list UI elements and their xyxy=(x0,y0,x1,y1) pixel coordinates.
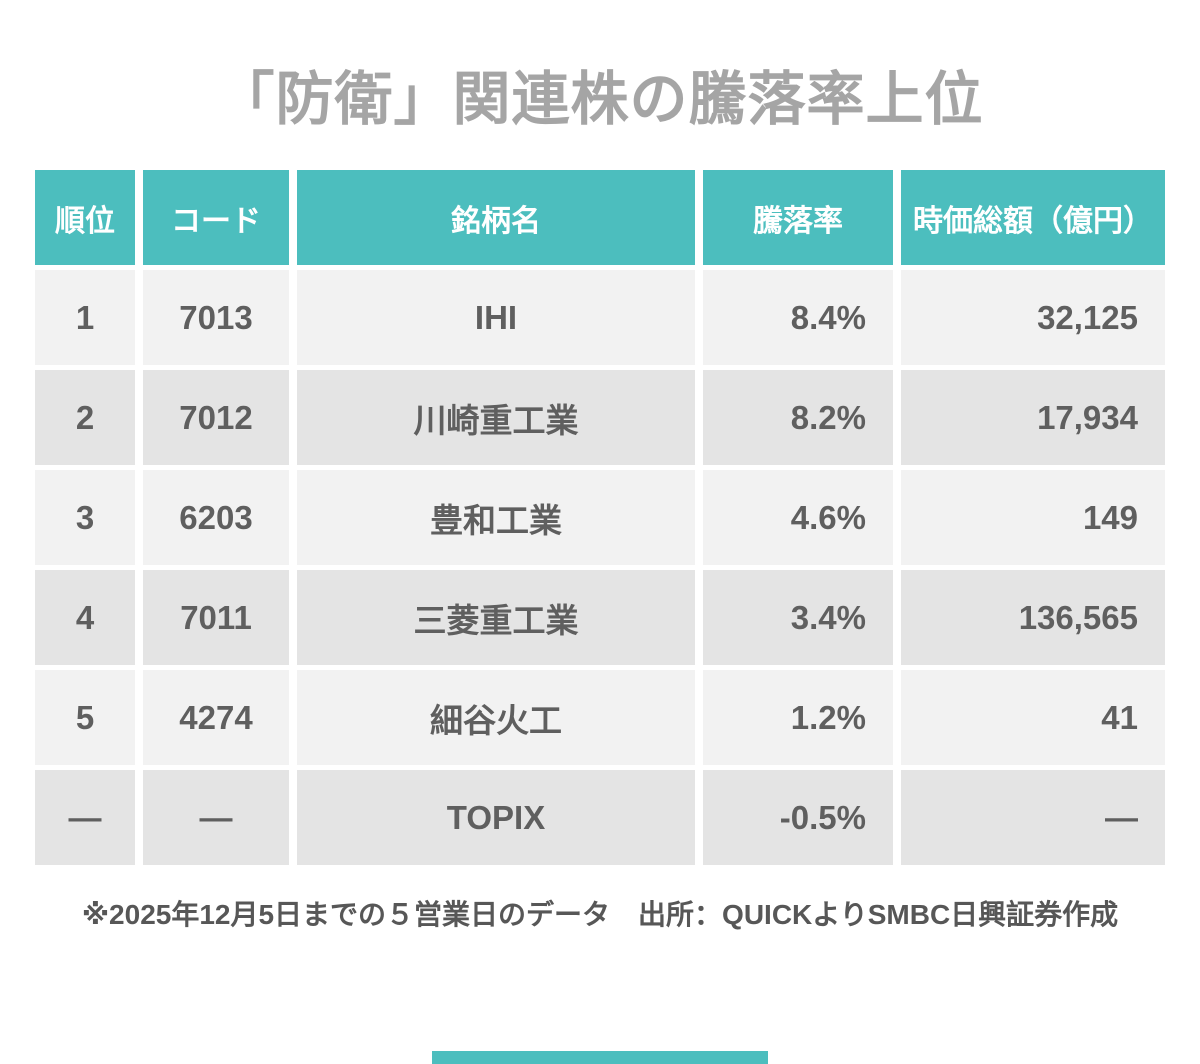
col-header-market-cap: 時価総額（億円） xyxy=(901,170,1165,265)
cell-code: 7013 xyxy=(143,270,289,365)
cell-market-cap: 17,934 xyxy=(901,370,1165,465)
cell-rank: 5 xyxy=(35,670,135,765)
col-header-code: コード xyxy=(143,170,289,265)
ranking-table: 順位 コード 銘柄名 騰落率 時価総額（億円） 1 7013 IHI 8.4% … xyxy=(35,170,1165,865)
cell-change: 8.2% xyxy=(703,370,893,465)
col-header-change: 騰落率 xyxy=(703,170,893,265)
cell-change: 8.4% xyxy=(703,270,893,365)
cell-code: 6203 xyxy=(143,470,289,565)
cell-market-cap: 136,565 xyxy=(901,570,1165,665)
col-header-name: 銘柄名 xyxy=(297,170,695,265)
cell-code: 7012 xyxy=(143,370,289,465)
cell-code: — xyxy=(143,770,289,865)
cell-market-cap: — xyxy=(901,770,1165,865)
cell-name: IHI xyxy=(297,270,695,365)
cell-name: 川崎重工業 xyxy=(297,370,695,465)
cell-name: 豊和工業 xyxy=(297,470,695,565)
cell-rank: 3 xyxy=(35,470,135,565)
bottom-accent-bar xyxy=(432,1051,768,1064)
cell-rank: 1 xyxy=(35,270,135,365)
cell-rank: 4 xyxy=(35,570,135,665)
cell-name: TOPIX xyxy=(297,770,695,865)
cell-code: 7011 xyxy=(143,570,289,665)
cell-rank: 2 xyxy=(35,370,135,465)
cell-name: 細谷火工 xyxy=(297,670,695,765)
cell-market-cap: 32,125 xyxy=(901,270,1165,365)
col-header-rank: 順位 xyxy=(35,170,135,265)
cell-change: 4.6% xyxy=(703,470,893,565)
cell-market-cap: 41 xyxy=(901,670,1165,765)
cell-market-cap: 149 xyxy=(901,470,1165,565)
cell-name: 三菱重工業 xyxy=(297,570,695,665)
footnote: ※2025年12月5日までの５営業日のデータ 出所：QUICKよりSMBC日興証… xyxy=(81,899,1119,930)
cell-code: 4274 xyxy=(143,670,289,765)
cell-change: 3.4% xyxy=(703,570,893,665)
cell-change: -0.5% xyxy=(703,770,893,865)
cell-rank: — xyxy=(35,770,135,865)
page-title: 「防衛」関連株の騰落率上位 xyxy=(216,67,984,132)
cell-change: 1.2% xyxy=(703,670,893,765)
